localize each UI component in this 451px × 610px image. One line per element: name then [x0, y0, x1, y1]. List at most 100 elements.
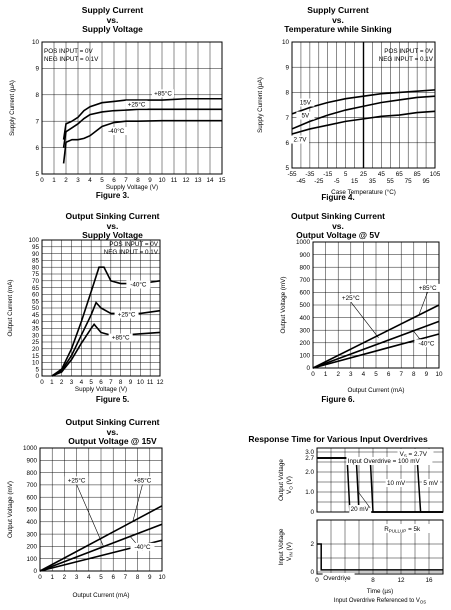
y-tick-label: 8: [35, 92, 39, 99]
x-tick-label: 13: [194, 177, 202, 184]
chart-title-line-2: vs.: [106, 220, 119, 231]
series-leader: [418, 291, 428, 316]
y-axis-label-top: Output Voltage: [278, 459, 285, 501]
y-tick-label: 10: [32, 39, 40, 46]
chart-title-line-3: Supply Voltage: [82, 24, 143, 34]
annotation-rpullup: RPULLUP = 5k: [384, 526, 421, 534]
x-tick-label: 15: [351, 178, 359, 185]
y-tick-label: 700: [26, 482, 37, 489]
x-tick-label: 1: [50, 379, 54, 386]
series-label-bg: [415, 283, 440, 292]
input-step-line: [317, 543, 443, 571]
y-tick-label: 0: [306, 365, 310, 372]
y-axis-label: Supply Current (µA): [257, 77, 264, 133]
x-tick-label: 9: [148, 177, 152, 184]
x-tick-label: 9: [148, 574, 152, 581]
x-tick-label: 35: [369, 178, 377, 185]
chart-title: Output Sinking Current vs. Supply Voltag…: [0, 211, 225, 241]
series-label: +85°C: [154, 89, 172, 97]
y-axis-label-bottom: Input Voltage: [278, 528, 285, 565]
series-line-1: [291, 95, 436, 130]
figure-label: Figure 4.: [321, 193, 355, 202]
y-tick-label: 9: [35, 66, 39, 73]
x-tick-label: 0: [40, 379, 44, 386]
figure-label: Figure 6.: [321, 395, 355, 404]
plot-frame: [41, 239, 161, 377]
y-tick-label: 800: [26, 470, 37, 477]
chart-title-line-3: Output Voltage @ 15V: [68, 436, 157, 446]
chart-title-line-3: Temperature while Sinking: [284, 24, 392, 34]
chart-title-line-3: Output Voltage @ 5V: [296, 230, 380, 240]
series-label: -40°C: [418, 339, 435, 347]
y-tick-label: 95: [32, 244, 40, 251]
note-text: NEG INPUT = 0.1V: [44, 56, 99, 63]
x-tick-label: 3: [70, 379, 74, 386]
x-tick-label: -55: [287, 171, 297, 178]
series-label-bg: [114, 310, 139, 319]
series-label: +25°C: [118, 310, 136, 318]
note-text: NEG INPUT = 0.1V: [379, 56, 434, 63]
series-label: +25°C: [342, 294, 360, 302]
y-axis-label-top-unit: VO (V): [286, 476, 294, 494]
series-label-bg: [338, 293, 363, 302]
chart-plot: 5 6 7 8 9 10 -55 -35 -15 5 25 45 65 85 105 -45 -25 -5 15 35…: [257, 39, 441, 196]
series-label: +25°C: [128, 101, 146, 109]
y-tick-label: 2.0: [305, 469, 314, 476]
y-tick-label: 20: [32, 346, 40, 353]
series-line-2: [291, 110, 436, 135]
y-tick-label: 90: [32, 251, 40, 258]
chart-title-line-1: Supply Current: [81, 5, 144, 15]
x-tick-label: 11: [171, 177, 178, 184]
x-tick-label: 8: [119, 379, 123, 386]
y-tick-label: 40: [32, 319, 40, 326]
series-label: +85°C: [134, 476, 152, 484]
y-tick-label: 600: [26, 494, 37, 501]
x-tick-label: 1: [50, 574, 54, 581]
series-label-bg: [130, 476, 155, 485]
chart-title-line-2: vs.: [332, 14, 344, 25]
y-tick-label: 0: [35, 373, 39, 380]
y-tick-label: 6: [35, 145, 39, 152]
x-tick-label: 11: [147, 379, 154, 386]
series-label: -40°C: [108, 127, 125, 135]
annotation-bg: [422, 479, 440, 487]
series-label: 5V: [302, 113, 311, 120]
y-tick-label: 5: [35, 366, 39, 373]
y-tick-label: 400: [299, 315, 310, 322]
note-text: POS INPUT = 0V: [44, 48, 94, 55]
y-tick-label: 10: [32, 360, 40, 367]
y-tick-label: 70: [32, 278, 40, 285]
annotation-bg: [397, 449, 434, 458]
series-label-bg: [296, 111, 315, 120]
chart-plot: 3.02.72.01.00200481216Time (µs)Input Ove…: [278, 447, 444, 605]
y-tick-label: 85: [32, 258, 40, 265]
series-line-1: [39, 523, 163, 572]
series-line-2: [51, 323, 161, 377]
x-tick-label: 3: [75, 574, 79, 581]
series-label-bg: [125, 100, 148, 109]
y-tick-label: 80: [32, 264, 40, 271]
x-tick-label: 3: [349, 371, 353, 378]
y-tick-label: 200: [26, 544, 37, 551]
y-axis-label: Output Voltage (mV): [280, 276, 287, 333]
chart-title-line-2: vs.: [106, 14, 119, 25]
x-tick-label: 3: [76, 177, 80, 184]
series-label: 2.7V: [294, 137, 308, 144]
annotation-bg: [346, 457, 433, 465]
y-tick-label: 7: [35, 118, 39, 125]
series-label-bg: [108, 333, 133, 342]
series-label: +85°C: [112, 334, 130, 342]
series-leader: [132, 484, 143, 522]
x-tick-label: 7: [399, 371, 403, 378]
annotation-leader: [358, 491, 371, 509]
x-tick-label: 2: [64, 177, 68, 184]
note-text: POS INPUT = 0V: [109, 241, 159, 248]
series-line-0: [312, 304, 440, 369]
annotation-bg: [322, 572, 355, 581]
x-tick-label: 2: [336, 371, 340, 378]
series-label-bg: [126, 280, 151, 289]
x-tick-label: -5: [334, 178, 340, 185]
x-tick-label: 9: [425, 371, 429, 378]
x-tick-label: 12: [156, 379, 164, 386]
x-tick-label: 5: [99, 574, 103, 581]
